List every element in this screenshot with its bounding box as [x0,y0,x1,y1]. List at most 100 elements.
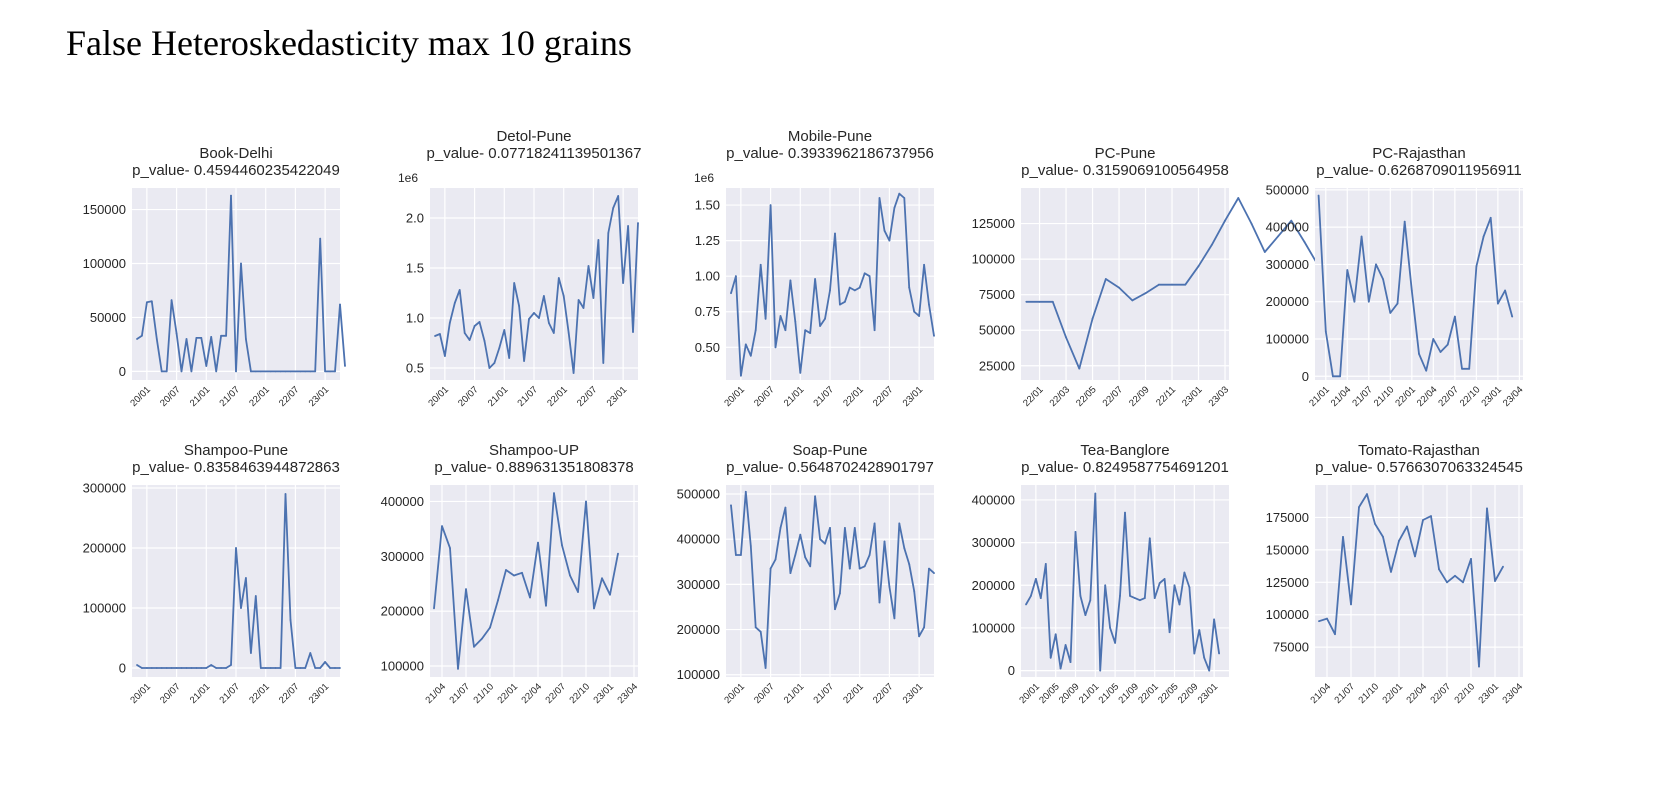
data-point [523,360,525,362]
plot-area [1021,188,1229,380]
y-tick-label: 100000 [83,256,126,271]
data-point [170,299,173,302]
data-point [612,207,615,209]
data-point [240,607,242,609]
chart-subtitle: p_value- 0.4594460235422049 [132,162,340,179]
data-point [622,282,624,284]
data-point [1468,367,1471,370]
data-point [1129,595,1131,597]
data-point [1188,586,1191,589]
data-point [774,346,777,349]
y-tick-label: 75000 [1273,640,1309,655]
chart-title: PC-Rajasthan [1372,145,1465,162]
y-tick-label: 400000 [677,532,720,547]
data-point [839,303,841,306]
data-point [284,493,287,495]
data-point [893,617,896,620]
data-point [839,592,841,595]
data-point [1497,302,1499,305]
data-point [764,317,767,320]
data-point [789,279,792,282]
y-tick-label: 100000 [1266,607,1309,622]
data-point [195,667,198,669]
data-point [160,667,163,669]
data-point [146,301,148,304]
data-point [1168,631,1171,634]
data-point [572,372,575,374]
data-point [185,338,188,340]
data-point [908,563,911,565]
data-point [1157,283,1160,286]
data-point [1079,595,1082,597]
data-point [195,337,198,339]
data-point [264,370,267,373]
data-point [433,607,435,610]
data-point [557,277,560,279]
data-point [269,667,272,669]
data-point [441,525,443,527]
chart-subtitle: p_value- 0.8358463944872863 [132,459,340,476]
data-point [1094,492,1097,495]
y-tick-label: 400000 [972,492,1015,507]
y-tick-label: 50000 [979,323,1015,338]
data-point [1183,571,1186,574]
data-point [215,667,218,669]
data-point [165,667,168,669]
data-point [478,321,481,323]
data-point [744,343,747,346]
chart-title: Shampoo-Pune [184,442,288,459]
data-point [784,329,787,332]
data-point [1432,338,1435,340]
data-point [878,197,881,199]
data-point [513,282,516,284]
data-point [1119,595,1121,597]
data-point [324,661,326,663]
data-point [1390,571,1392,573]
data-point [528,318,530,320]
data-point [1049,656,1052,659]
y-tick-label: 100000 [1266,331,1309,346]
data-point [1074,531,1077,533]
data-point [1353,300,1356,303]
data-point [294,667,297,669]
y-tick-label: 0 [1008,663,1015,678]
data-point [928,303,930,306]
chart-title: Detol-Pune [496,128,571,145]
y-tick-label: 1.00 [695,269,720,284]
data-point [200,337,203,339]
data-point [1224,219,1226,222]
data-point [637,222,639,224]
data-point [898,522,901,525]
data-point [185,667,188,669]
data-point [1461,367,1463,370]
data-point [1184,283,1187,286]
data-point [493,362,496,364]
data-point [481,637,483,640]
data-point [853,527,856,529]
data-point [1153,597,1156,599]
data-point [1462,581,1464,584]
y-tick-label: 300000 [381,549,424,564]
y-tick-label: 150000 [83,202,126,217]
data-point [304,370,307,373]
chart-subtitle: p_value- 0.8249587754691201 [1021,459,1229,476]
data-point [1418,353,1420,355]
data-point [873,522,876,525]
data-point [834,608,836,611]
data-point [918,315,920,317]
y-tick-label: 125000 [972,216,1015,231]
data-point [1089,599,1092,602]
data-point [744,490,747,493]
data-point [1375,263,1377,266]
data-point [1277,235,1279,238]
data-point [1303,241,1306,243]
data-point [730,504,732,507]
data-point [754,626,757,629]
data-point [1454,315,1456,318]
data-point [1382,278,1384,281]
data-point [334,667,336,669]
y-tick-label: 1.5 [406,261,424,276]
data-point [834,232,836,235]
